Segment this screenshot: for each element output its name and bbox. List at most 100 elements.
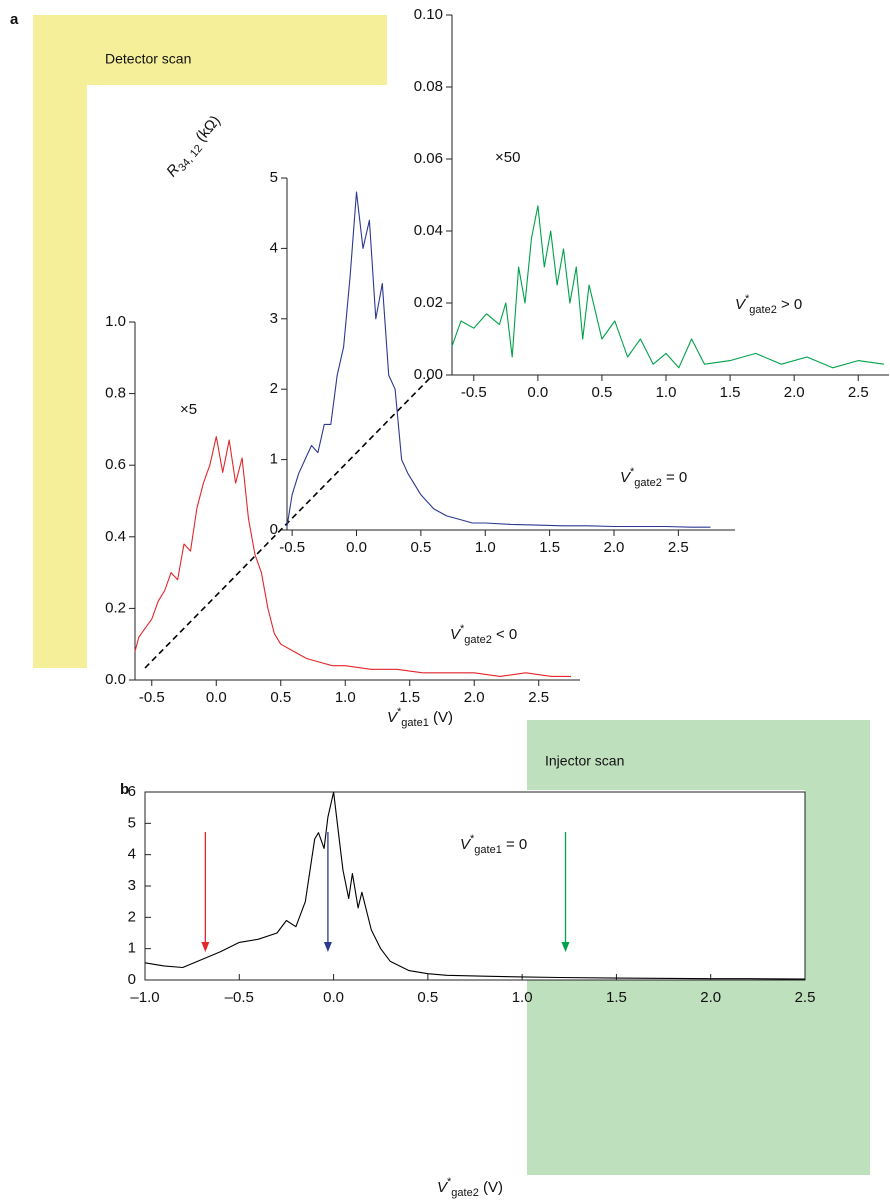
y-tick-label: 5 xyxy=(270,169,278,186)
condition-label-part: = 0 xyxy=(662,469,687,486)
arrow-head xyxy=(323,942,332,952)
x-tick-label: –0.5 xyxy=(225,989,254,1006)
multiplier-label: ×50 xyxy=(495,149,520,166)
x-tick-label: 2.0 xyxy=(784,384,805,401)
condition-label-part: < 0 xyxy=(492,626,517,643)
condition-label-part: * xyxy=(745,293,750,305)
condition-label: V*gate2 < 0 xyxy=(450,623,517,646)
data-line xyxy=(134,436,571,677)
x-tick-label: 1.0 xyxy=(335,689,356,706)
condition-label-part: * xyxy=(630,466,635,478)
x-tick-label: 1.5 xyxy=(606,989,627,1006)
arrow-head xyxy=(201,942,210,952)
y-tick-label: 0.08 xyxy=(414,78,443,95)
x-tick-label: 1.5 xyxy=(399,689,420,706)
x-tick-label: -0.5 xyxy=(139,689,165,706)
y-tick-label: 0 xyxy=(270,521,278,538)
x-tick-label: 1.5 xyxy=(720,384,741,401)
x-tick-label: 2.0 xyxy=(604,539,625,556)
x-tick-label: –1.0 xyxy=(130,989,159,1006)
x-tick-label: 2.5 xyxy=(668,539,689,556)
y-tick-label: 5 xyxy=(128,814,136,831)
x-tick-label: 1.0 xyxy=(656,384,677,401)
condition-label: V*gate2 > 0 xyxy=(735,293,802,316)
detector-region xyxy=(33,15,387,668)
x-axis-label-part: gate2 xyxy=(451,1187,479,1199)
condition-label-part: gate2 xyxy=(634,477,662,489)
x-tick-label: -0.5 xyxy=(461,384,487,401)
condition-label-part: * xyxy=(460,623,465,635)
y-tick-label: 0.06 xyxy=(414,150,443,167)
x-tick-label: 2.0 xyxy=(464,689,485,706)
panel-label: b xyxy=(120,781,129,798)
x-axis-label-part: V xyxy=(387,709,399,726)
x-tick-label: 0.5 xyxy=(410,539,431,556)
y-tick-label: 0.04 xyxy=(414,222,443,239)
region-label: Injector scan xyxy=(545,753,624,769)
x-axis-label: V*gate1 (V) xyxy=(387,706,453,729)
y-tick-label: 1.0 xyxy=(105,313,126,330)
x-tick-label: 1.0 xyxy=(512,989,533,1006)
data-line xyxy=(286,191,711,528)
panel-label: a xyxy=(10,11,19,28)
x-tick-label: 0.5 xyxy=(417,989,438,1006)
x-tick-label: 2.5 xyxy=(848,384,869,401)
x-tick-label: 1.0 xyxy=(475,539,496,556)
y-tick-label: 0.8 xyxy=(105,385,126,402)
condition-label-part: V xyxy=(735,296,747,313)
x-axis-label-part: * xyxy=(397,706,402,718)
multiplier-label: ×5 xyxy=(180,401,197,418)
y-tick-label: 0 xyxy=(128,971,136,988)
y-tick-label: 0.10 xyxy=(414,6,443,23)
y-tick-label: 4 xyxy=(128,846,136,863)
x-tick-label: -0.5 xyxy=(279,539,305,556)
y-tick-label: 2 xyxy=(128,908,136,925)
condition-label: V*gate1 = 0 xyxy=(460,833,527,856)
x-tick-label: 0.0 xyxy=(206,689,227,706)
y-tick-label: 0.6 xyxy=(105,456,126,473)
y-tick-label: 1 xyxy=(128,940,136,957)
x-tick-label: 2.0 xyxy=(700,989,721,1006)
arrow-head xyxy=(561,942,570,952)
y-tick-label: 2 xyxy=(270,380,278,397)
condition-label: V*gate2 = 0 xyxy=(620,466,687,489)
y-tick-label: 6 xyxy=(128,783,136,800)
condition-label-part: V xyxy=(460,836,472,853)
x-axis-label-part: gate1 xyxy=(401,717,429,729)
data-line xyxy=(144,791,806,980)
data-line xyxy=(451,205,884,369)
x-axis-label: V*gate2 (V) xyxy=(437,1176,503,1199)
y-tick-label: 1 xyxy=(270,451,278,468)
x-axis-label-part: (V) xyxy=(429,709,453,726)
x-axis-label-part: * xyxy=(447,1176,452,1188)
condition-label-part: V xyxy=(620,469,632,486)
x-tick-label: 1.5 xyxy=(539,539,560,556)
condition-label-part: = 0 xyxy=(502,836,527,853)
condition-label-part: > 0 xyxy=(777,296,802,313)
x-tick-label: 0.5 xyxy=(270,689,291,706)
y-tick-label: 0.02 xyxy=(414,294,443,311)
condition-label-part: * xyxy=(470,833,475,845)
y-tick-label: 4 xyxy=(270,239,278,256)
condition-label-part: gate1 xyxy=(474,844,502,856)
x-tick-label: 0.0 xyxy=(346,539,367,556)
x-tick-label: 2.5 xyxy=(528,689,549,706)
condition-label-part: gate2 xyxy=(749,304,777,316)
y-tick-label: 0.00 xyxy=(414,366,443,383)
plot-background xyxy=(145,790,805,980)
y-tick-label: 3 xyxy=(270,310,278,327)
condition-label-part: gate2 xyxy=(464,634,492,646)
y-tick-label: 0.0 xyxy=(105,671,126,688)
y-tick-label: 3 xyxy=(128,877,136,894)
y-axis-label: R34, 12 (kΩ) xyxy=(163,112,226,182)
x-axis-label-part: V xyxy=(437,1179,449,1196)
x-tick-label: 0.0 xyxy=(527,384,548,401)
region-label: Detector scan xyxy=(105,51,191,67)
x-axis-label-part: (V) xyxy=(479,1179,503,1196)
x-tick-label: 0.5 xyxy=(592,384,613,401)
x-tick-label: 0.0 xyxy=(323,989,344,1006)
y-tick-label: 0.4 xyxy=(105,528,126,545)
x-tick-label: 2.5 xyxy=(795,989,816,1006)
